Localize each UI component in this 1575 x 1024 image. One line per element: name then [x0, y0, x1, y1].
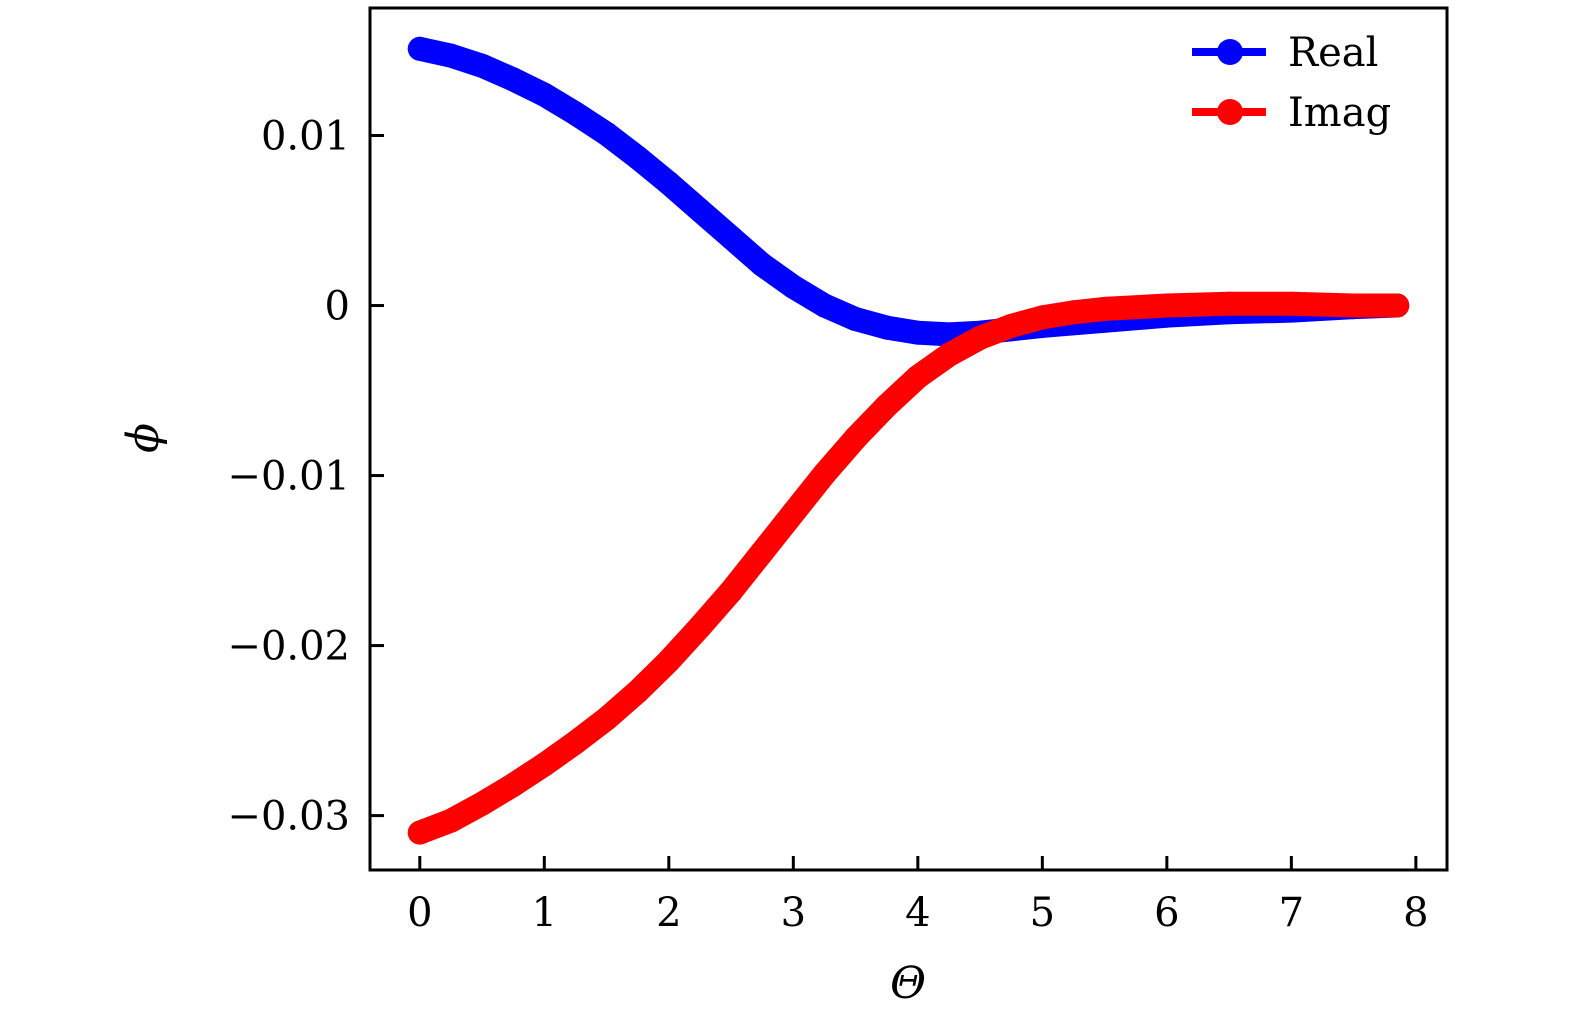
x-tick-label: 8 [1403, 890, 1428, 936]
data-point-imag [719, 579, 744, 604]
data-point-real [687, 198, 712, 223]
y-tick-label: −0.03 [227, 794, 350, 840]
plot-frame [368, 6, 1449, 872]
x-tick-label: 3 [781, 890, 806, 936]
data-point-imag [999, 313, 1024, 338]
x-tick-label: 1 [532, 890, 557, 936]
data-point-real [812, 293, 837, 318]
y-tick-label: 0 [325, 284, 350, 330]
legend-label: Imag [1288, 90, 1391, 136]
data-point-imag [407, 820, 432, 845]
data-point-real [625, 145, 650, 170]
data-point-real [750, 252, 775, 277]
data-point-real [843, 307, 868, 332]
legend-item-imag: Imag [1192, 90, 1391, 136]
data-point-imag [750, 540, 775, 565]
data-point-real [874, 315, 899, 340]
data-point-real [594, 121, 619, 146]
data-point-imag [937, 342, 961, 367]
data-point-imag [1341, 293, 1366, 318]
x-axis-label: Θ [890, 958, 926, 1009]
data-point-imag [874, 393, 899, 418]
data-point-imag [563, 730, 588, 755]
series-line-imag [407, 291, 1410, 845]
series-imag [407, 291, 1410, 845]
data-point-imag [470, 791, 495, 816]
data-point-imag [501, 773, 526, 797]
data-point-real [438, 43, 463, 68]
x-tick-label: 4 [905, 890, 930, 936]
data-point-real [501, 67, 526, 92]
data-point-imag [968, 325, 993, 350]
data-point-imag [781, 501, 806, 525]
data-point-imag [843, 426, 868, 451]
data-point-imag [687, 614, 712, 639]
y-axis-label: ϕ [118, 423, 169, 453]
x-axis: 0 1 2 3 4 5 6 7 8 [407, 856, 1429, 936]
data-point-real [905, 320, 930, 345]
data-point-imag [812, 461, 837, 486]
data-point-real [407, 36, 432, 61]
legend-item-real: Real [1192, 30, 1378, 76]
legend-marker [1217, 39, 1243, 65]
y-tick-label: −0.01 [227, 454, 350, 500]
x-tick-label: 7 [1279, 890, 1304, 936]
x-tick-label: 2 [656, 890, 681, 936]
data-point-imag [625, 679, 650, 704]
series-line-real [407, 36, 1410, 347]
data-point-real [656, 171, 681, 196]
x-tick-label: 0 [407, 890, 432, 936]
x-tick-label: 6 [1154, 890, 1179, 936]
data-point-imag [656, 648, 681, 673]
y-tick-label: 0.01 [261, 114, 350, 160]
data-point-imag [594, 706, 619, 731]
data-point-imag [1030, 305, 1055, 330]
y-axis: 0.01 0 −0.01 −0.02 −0.03 [227, 114, 384, 840]
legend: Real Imag [1192, 30, 1391, 136]
data-point-real [563, 101, 588, 126]
data-point-imag [1092, 296, 1117, 321]
legend-marker [1217, 99, 1243, 125]
data-point-real [470, 53, 495, 78]
data-point-imag [1385, 293, 1410, 318]
series-layer [407, 36, 1410, 845]
data-point-imag [532, 752, 557, 777]
data-point-real [781, 274, 806, 299]
legend-label: Real [1288, 30, 1378, 76]
data-point-imag [438, 808, 463, 833]
data-point-imag [1279, 291, 1304, 316]
data-point-real [532, 82, 557, 107]
data-point-imag [1154, 293, 1179, 318]
data-point-real [719, 225, 744, 250]
data-point-imag [905, 364, 930, 389]
y-tick-label: −0.02 [227, 624, 350, 670]
data-point-imag [1061, 300, 1086, 325]
data-point-imag [1217, 291, 1242, 316]
x-tick-label: 5 [1030, 890, 1055, 936]
